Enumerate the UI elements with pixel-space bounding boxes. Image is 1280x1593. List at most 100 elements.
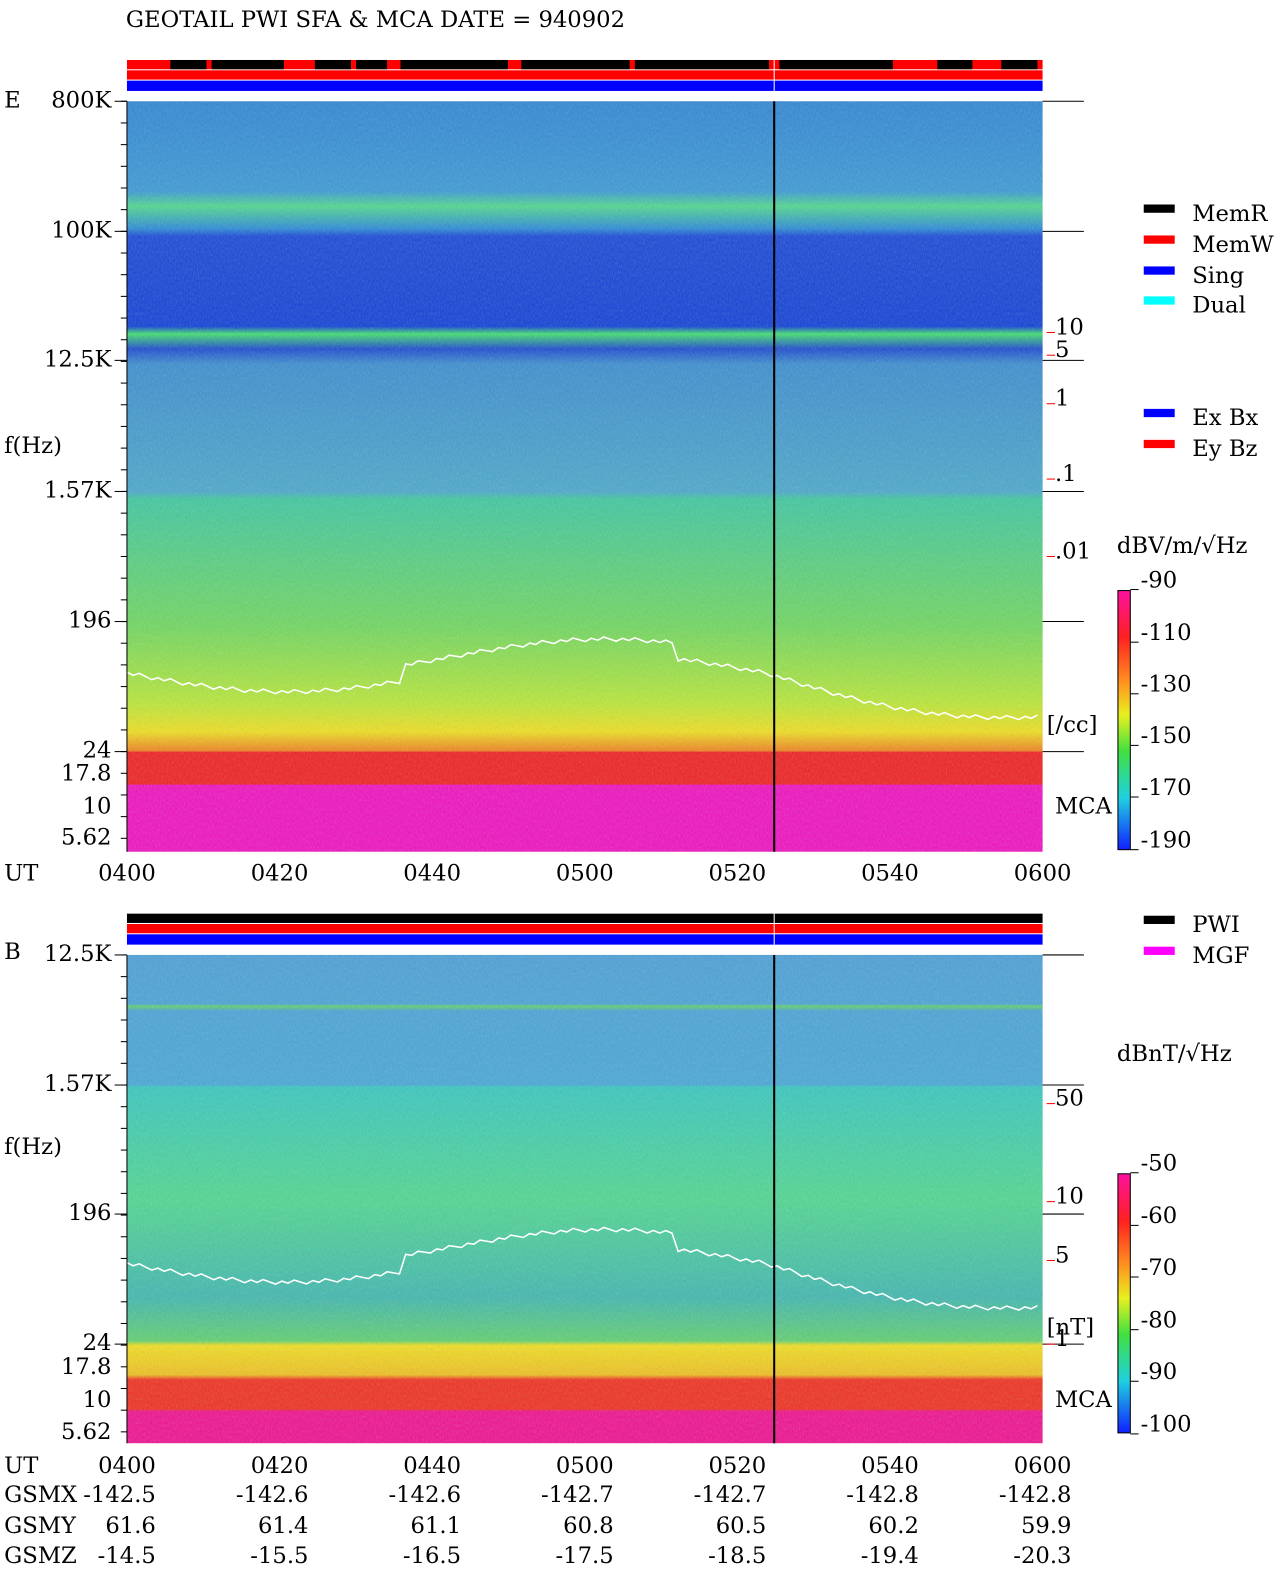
status-bar: [170, 59, 207, 70]
legend-swatch: [1143, 408, 1175, 418]
time-tick-label: 0520: [709, 860, 767, 886]
mca-label: MCA: [1055, 1387, 1113, 1413]
title: GEOTAIL PWI SFA & MCA DATE = 940902: [126, 7, 625, 33]
orbit-value: 60.2: [868, 1513, 919, 1539]
time-tick-label: 0500: [556, 860, 614, 886]
right-scale-label: 1: [1055, 1326, 1069, 1352]
orbit-value: -142.7: [694, 1482, 767, 1508]
time-tick-label: 0420: [251, 860, 309, 886]
right-scale-label: 5: [1055, 337, 1069, 363]
time-axis-label: UT: [4, 860, 38, 886]
time-tick-label: 0600: [1014, 860, 1072, 886]
legend-swatch: [1143, 204, 1175, 213]
freq-tick-label: 17.8: [61, 1354, 112, 1380]
orbit-value: -142.5: [83, 1482, 156, 1508]
time-tick-label: 0400: [98, 1453, 156, 1479]
spectrogram-texture: [126, 101, 1043, 852]
panel-label: B: [4, 939, 21, 965]
orbit-value: -18.5: [708, 1543, 766, 1569]
colorbar-tick-label: -70: [1141, 1255, 1178, 1281]
time-tick-label: 0500: [556, 1453, 614, 1479]
orbit-value: 60.8: [563, 1513, 614, 1539]
colorbar-tick-label: -190: [1141, 827, 1192, 853]
colorbar-tick-label: -100: [1141, 1412, 1192, 1438]
freq-tick-label: 5.62: [61, 824, 112, 850]
freq-tick-label: 800K: [51, 87, 112, 113]
colorbar-tick-label: -130: [1141, 672, 1192, 698]
legend-label: Dual: [1192, 293, 1246, 319]
right-scale-label: .01: [1055, 538, 1091, 564]
orbit-label: GSMX: [4, 1482, 78, 1508]
freq-tick-label: 1.57K: [44, 477, 113, 503]
right-scale-label: 50: [1055, 1085, 1084, 1111]
legend-label: Sing: [1192, 263, 1244, 289]
time-tick-label: 0440: [403, 860, 461, 886]
orbit-value: 61.6: [105, 1513, 156, 1539]
freq-tick-label: 10: [83, 793, 112, 819]
status-bar: [126, 923, 1043, 934]
status-bar: [937, 59, 973, 70]
orbit-value: 60.5: [716, 1513, 767, 1539]
freq-tick-label: 12.5K: [44, 941, 113, 967]
freq-tick-label: 12.5K: [44, 346, 113, 372]
status-bar: [400, 59, 508, 70]
freq-tick-label: 24: [83, 1330, 112, 1356]
legend-swatch: [1143, 296, 1175, 305]
status-bar: [126, 913, 1043, 923]
colorbar-tick-label: -150: [1141, 723, 1192, 749]
legend-swatch: [1143, 266, 1175, 275]
orbit-value: -142.8: [846, 1482, 919, 1508]
orbit-value: -20.3: [1013, 1543, 1071, 1569]
status-bar: [521, 59, 630, 70]
time-tick-label: 0540: [861, 1453, 919, 1479]
right-scale-label: 1: [1055, 386, 1069, 412]
time-tick-label: 0600: [1014, 1453, 1072, 1479]
orbit-value: -16.5: [403, 1543, 461, 1569]
right-scale-unit: [/cc]: [1047, 712, 1098, 738]
orbit-value: 59.9: [1021, 1513, 1072, 1539]
orbit-value: -142.8: [999, 1482, 1072, 1508]
colorbar-tick-label: -80: [1141, 1307, 1178, 1333]
status-bar: [211, 59, 284, 70]
freq-tick-label: 17.8: [61, 760, 112, 786]
colorbar-tick-label: -60: [1141, 1203, 1178, 1229]
colorbar-tick-label: -170: [1141, 775, 1192, 801]
orbit-label: GSMZ: [4, 1543, 77, 1569]
time-tick-label: 0440: [403, 1453, 461, 1479]
status-bar: [634, 59, 770, 70]
orbit-value: -17.5: [555, 1543, 613, 1569]
time-tick-label: 0540: [861, 860, 919, 886]
orbit-value: -14.5: [98, 1543, 156, 1569]
freq-tick-label: 5.62: [61, 1419, 112, 1445]
freq-tick-label: 24: [83, 738, 112, 764]
status-bar: [356, 59, 388, 70]
freq-tick-label: 10: [83, 1387, 112, 1413]
status-bar: [1001, 59, 1038, 70]
status-bar: [779, 59, 893, 70]
right-scale-label: 10: [1055, 314, 1084, 340]
status-bar: [314, 59, 351, 70]
time-tick-label: 0520: [709, 1453, 767, 1479]
colorbar-tick-label: -90: [1141, 567, 1178, 593]
colorbar-unit: dBnT/√Hz: [1117, 1041, 1232, 1067]
right-scale-label: .1: [1055, 461, 1077, 487]
orbit-value: -142.6: [236, 1482, 309, 1508]
colorbar-unit: dBV/m/√Hz: [1117, 533, 1248, 559]
freq-tick-label: 196: [68, 608, 111, 634]
time-axis-label: UT: [4, 1453, 38, 1479]
orbit-value: 61.4: [258, 1513, 309, 1539]
colorbar-tick-label: -90: [1141, 1359, 1178, 1385]
legend-label: PWI: [1192, 912, 1240, 938]
time-tick-label: 0400: [98, 860, 156, 886]
legend-swatch: [1143, 235, 1175, 244]
spectrogram-texture: [126, 954, 1043, 1444]
freq-tick-label: 196: [68, 1200, 111, 1226]
colorbar-tick-label: -50: [1141, 1151, 1178, 1177]
legend-label: MGF: [1192, 943, 1249, 969]
orbit-label: GSMY: [4, 1513, 77, 1539]
colorbar-tick-label: -110: [1141, 620, 1192, 646]
time-tick-label: 0420: [251, 1453, 309, 1479]
orbit-value: -142.7: [541, 1482, 614, 1508]
